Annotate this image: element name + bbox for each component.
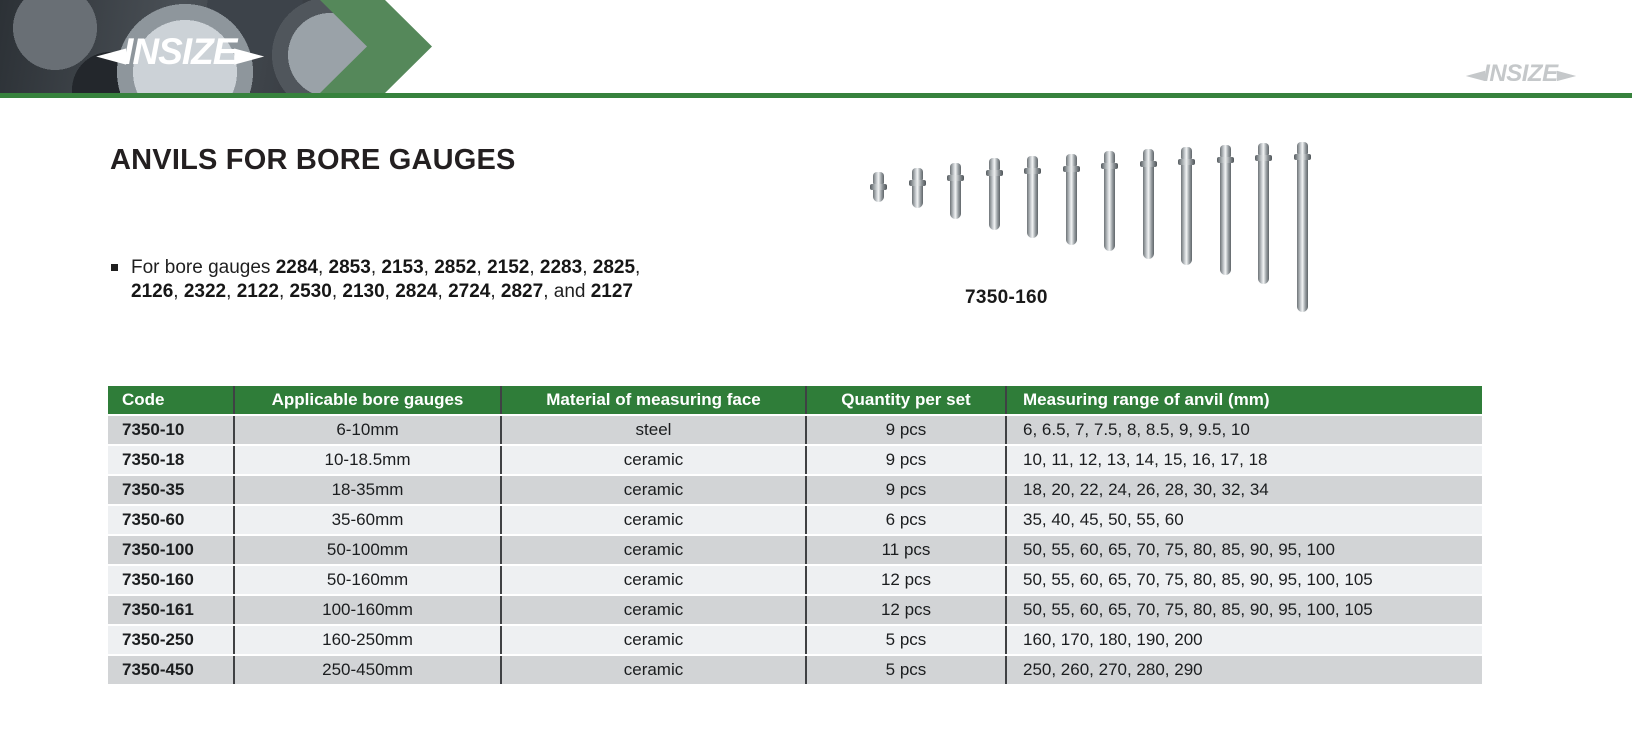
feature-text: For bore gauges 2284, 2853, 2153, 2852, … [131, 257, 641, 302]
anvil-pin [1140, 149, 1157, 259]
anvil-pin [1178, 147, 1195, 265]
anvil-pin [870, 172, 887, 202]
cell: 12 pcs [807, 596, 1007, 624]
column-header: Measuring range of anvil (mm) [1007, 386, 1482, 414]
anvil-pin [1101, 151, 1118, 251]
spec-table: Code Applicable bore gauges Material of me… [108, 384, 1482, 686]
cell: ceramic [502, 566, 807, 594]
anvil-pin [909, 168, 926, 208]
cell: ceramic [502, 506, 807, 534]
cell: ceramic [502, 476, 807, 504]
cell: 250, 260, 270, 280, 290 [1007, 656, 1482, 684]
column-header: Applicable bore gauges [235, 386, 502, 414]
cell: 9 pcs [807, 476, 1007, 504]
anvil-pin [1294, 142, 1311, 312]
column-header: Material of measuring face [502, 386, 807, 414]
table-row: 7350-35 18-35mm ceramic 9 pcs 18, 20, 22, 24… [108, 476, 1482, 504]
cell-code: 7350-161 [108, 596, 235, 624]
bullet-square-icon [111, 264, 118, 271]
column-header: Code [108, 386, 235, 414]
spec-table-body: 7350-10 6-10mm steel 9 pcs 6, 6.5, 7, 7.5, 8… [108, 416, 1482, 684]
product-code-label: 7350-160 [965, 287, 1048, 308]
cell: 160-250mm [235, 626, 502, 654]
spec-table-header: Code Applicable bore gauges Material of me… [108, 386, 1482, 414]
cell: 50-100mm [235, 536, 502, 564]
cell: ceramic [502, 656, 807, 684]
cell-code: 7350-10 [108, 416, 235, 444]
cell-code: 7350-450 [108, 656, 235, 684]
anvil-pin [1024, 156, 1041, 238]
cell-code: 7350-250 [108, 626, 235, 654]
cell: steel [502, 416, 807, 444]
table-row: 7350-161 100-160mm ceramic 12 pcs 50, 55, 60… [108, 596, 1482, 624]
logo-right-arrow-icon: ▶ [234, 42, 265, 68]
watermark-left-arrow-icon: ◀ [1465, 67, 1485, 84]
machinery-photo [0, 0, 369, 93]
insize-logo: ◀INSIZE▶ [96, 30, 265, 74]
cell: 50-160mm [235, 566, 502, 594]
table-row: 7350-160 50-160mm ceramic 12 pcs 50, 55, 60,… [108, 566, 1482, 594]
page-title: ANVILS FOR BORE GAUGES [110, 144, 516, 176]
page-header: ◀INSIZE▶ ◀INSIZE▶ [0, 0, 1632, 98]
cell: ceramic [502, 536, 807, 564]
cell: 10-18.5mm [235, 446, 502, 474]
cell: 10, 11, 12, 13, 14, 15, 16, 17, 18 [1007, 446, 1482, 474]
logo-text: INSIZE [123, 31, 237, 72]
cell-code: 7350-18 [108, 446, 235, 474]
table-row: 7350-250 160-250mm ceramic 5 pcs 160, 170, 1… [108, 626, 1482, 654]
column-header: Quantity per set [807, 386, 1007, 414]
cell: 18, 20, 22, 24, 26, 28, 30, 32, 34 [1007, 476, 1482, 504]
cell: 9 pcs [807, 446, 1007, 474]
anvil-pin [1063, 154, 1080, 245]
cell-code: 7350-160 [108, 566, 235, 594]
table-row: 7350-18 10-18.5mm ceramic 9 pcs 10, 11, 12, … [108, 446, 1482, 474]
table-row: 7350-100 50-100mm ceramic 11 pcs 50, 55, 60,… [108, 536, 1482, 564]
cell: 6-10mm [235, 416, 502, 444]
table-row: 7350-10 6-10mm steel 9 pcs 6, 6.5, 7, 7.5, 8… [108, 416, 1482, 444]
cell: 5 pcs [807, 626, 1007, 654]
cell: 160, 170, 180, 190, 200 [1007, 626, 1482, 654]
cell: 11 pcs [807, 536, 1007, 564]
cell: 6 pcs [807, 506, 1007, 534]
header-divider-line [0, 93, 1632, 98]
cell-code: 7350-35 [108, 476, 235, 504]
cell: 35-60mm [235, 506, 502, 534]
product-image: 7350-160 [855, 140, 1335, 325]
cell: 50, 55, 60, 65, 70, 75, 80, 85, 90, 95, … [1007, 536, 1482, 564]
cell: 9 pcs [807, 416, 1007, 444]
anvil-pin [1217, 145, 1234, 275]
cell-code: 7350-60 [108, 506, 235, 534]
logo-left-arrow-icon: ◀ [96, 42, 126, 68]
table-row: 7350-60 35-60mm ceramic 6 pcs 35, 40, 45, 50… [108, 506, 1482, 534]
cell: ceramic [502, 596, 807, 624]
cell: 12 pcs [807, 566, 1007, 594]
cell-code: 7350-100 [108, 536, 235, 564]
table-row: 7350-450 250-450mm ceramic 5 pcs 250, 260, 2… [108, 656, 1482, 684]
insize-watermark-logo: ◀INSIZE▶ [1465, 60, 1576, 88]
anvil-pin [1255, 143, 1272, 284]
cell: 100-160mm [235, 596, 502, 624]
cell: ceramic [502, 446, 807, 474]
cell: 18-35mm [235, 476, 502, 504]
watermark-right-arrow-icon: ▶ [1556, 67, 1576, 84]
cell: 50, 55, 60, 65, 70, 75, 80, 85, 90, 95, … [1007, 566, 1482, 594]
anvil-pin [986, 158, 1003, 230]
cell: 250-450mm [235, 656, 502, 684]
cell: 35, 40, 45, 50, 55, 60 [1007, 506, 1482, 534]
cell: 6, 6.5, 7, 7.5, 8, 8.5, 9, 9.5, 10 [1007, 416, 1482, 444]
watermark-text: INSIZE [1483, 60, 1558, 87]
cell: 50, 55, 60, 65, 70, 75, 80, 85, 90, 95, … [1007, 596, 1482, 624]
table-header-row: Code Applicable bore gauges Material of me… [108, 386, 1482, 414]
anvil-pin [947, 163, 964, 219]
feature-bullet-item: For bore gauges 2284, 2853, 2153, 2852, … [110, 256, 670, 304]
cell: 5 pcs [807, 656, 1007, 684]
cell: ceramic [502, 626, 807, 654]
